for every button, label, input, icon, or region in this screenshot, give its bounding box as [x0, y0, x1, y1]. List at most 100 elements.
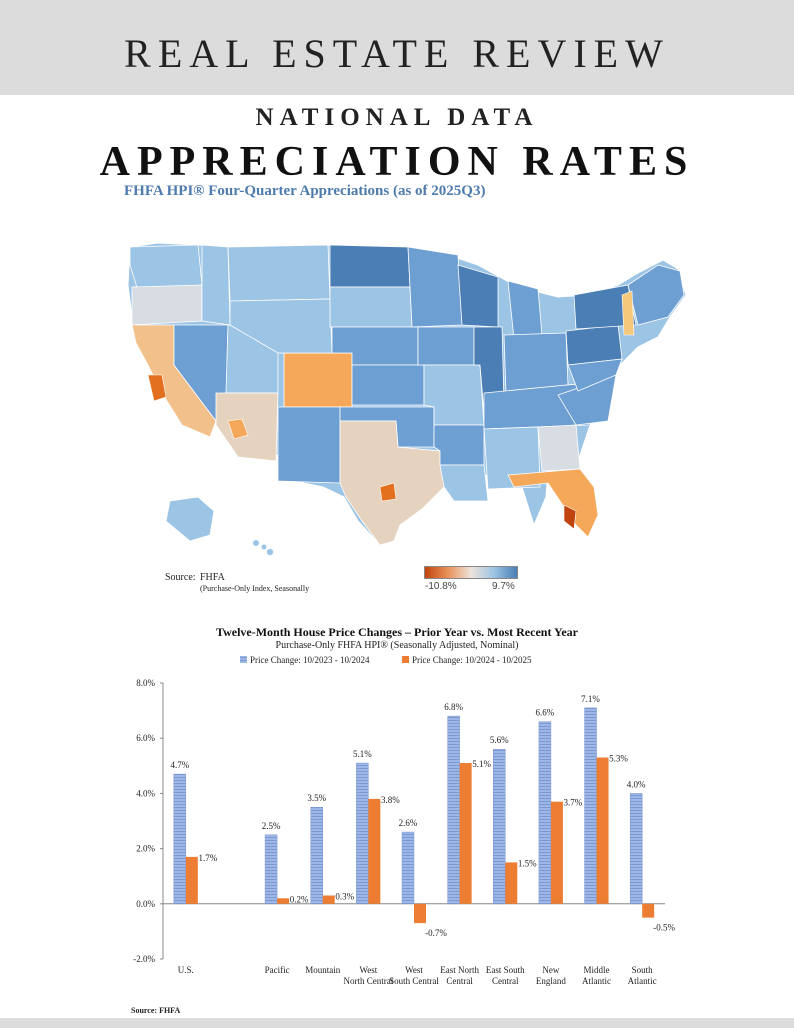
- arizona-region: [215, 392, 279, 462]
- data-label-0-7: 6.6%: [536, 708, 555, 718]
- chart-source: Source: FHFA: [131, 1006, 181, 1015]
- bar-1-1: [277, 898, 290, 904]
- map-title: FHFA HPI® Four-Quarter Appreciations (as…: [124, 183, 486, 199]
- data-label-1-1: 0.2%: [290, 894, 309, 904]
- hawaii-island-3: [266, 548, 274, 556]
- bar-0-3: [356, 762, 369, 905]
- data-label-1-8: 5.3%: [609, 754, 628, 764]
- data-label-1-7: 3.7%: [564, 798, 583, 808]
- new-york-region: [573, 284, 637, 330]
- data-label-0-0: 4.7%: [170, 760, 189, 770]
- data-label-1-6: 1.5%: [518, 858, 537, 868]
- page-header-title: REAL ESTATE REVIEW: [124, 31, 670, 76]
- bay-area-region: [147, 374, 167, 402]
- bar-0-8: [584, 707, 597, 905]
- idaho-region: [201, 244, 231, 326]
- map-color-scale: [424, 566, 518, 579]
- bar-0-6: [493, 748, 506, 905]
- category-label-5: East North Central: [440, 965, 479, 986]
- data-label-0-9: 4.0%: [627, 779, 646, 789]
- bar-0-7: [538, 721, 552, 905]
- chart-title: Twelve-Month House Price Changes – Prior…: [215, 625, 579, 639]
- map-scale-max-label: 9.7%: [492, 581, 515, 592]
- legend-swatch-1: [402, 656, 409, 663]
- bar-1-8: [596, 757, 609, 904]
- category-label-7: New England: [536, 965, 566, 986]
- data-label-1-4: -0.7%: [425, 928, 447, 938]
- data-label-0-1: 2.5%: [262, 821, 281, 831]
- y-tick-label-2: 2.0%: [136, 844, 155, 854]
- oregon-region: [131, 284, 203, 326]
- bar-0-5: [447, 715, 460, 905]
- data-label-0-3: 5.1%: [353, 749, 372, 759]
- north-dakota-region: [329, 244, 411, 288]
- bar-1-3: [368, 798, 381, 904]
- data-label-0-5: 6.8%: [444, 702, 463, 712]
- bar-0-9: [629, 793, 643, 905]
- section-kicker: NATIONAL DATA: [255, 104, 539, 131]
- louisiana-region: [439, 464, 489, 502]
- texas-region: [339, 420, 445, 546]
- bar-1-6: [505, 862, 518, 904]
- category-label-3: West North Central: [343, 965, 393, 986]
- category-label-9: South Atlantic: [628, 965, 657, 986]
- data-label-1-2: 0.3%: [335, 892, 354, 902]
- category-label-1: Pacific: [265, 965, 290, 975]
- hawaii-island-2: [261, 544, 267, 550]
- minnesota-region: [407, 246, 463, 328]
- map-source-note: (Purchase-Only Index, Seasonally: [200, 584, 310, 593]
- map-source-label: Source:: [165, 572, 196, 583]
- header-band: [0, 0, 794, 95]
- vermont-region: [621, 290, 635, 336]
- new-mexico-region: [277, 406, 341, 484]
- data-label-1-3: 3.8%: [381, 795, 400, 805]
- georgia-region: [537, 424, 581, 472]
- kansas-region: [351, 364, 425, 406]
- category-label-4: West South Central: [389, 965, 439, 986]
- data-label-0-2: 3.5%: [307, 793, 326, 803]
- data-label-1-5: 5.1%: [472, 759, 491, 769]
- pennsylvania-region: [565, 324, 623, 366]
- price-change-bar-chart: Price Change: 10/2023 - 10/2024 Price Cha…: [133, 655, 675, 986]
- chart-legend: Price Change: 10/2023 - 10/2024 Price Cha…: [240, 655, 532, 665]
- bar-0-0: [173, 773, 187, 905]
- legend-swatch-0: [240, 656, 247, 663]
- category-label-0: U.S.: [178, 965, 194, 975]
- hawaii-island-1: [253, 540, 259, 546]
- south-florida-region: [563, 504, 577, 530]
- category-label-8: Middle Atlantic: [582, 965, 611, 986]
- montana-region: [227, 244, 331, 302]
- austin-region: [379, 482, 397, 502]
- bar-1-0: [185, 856, 198, 904]
- data-label-0-4: 2.6%: [399, 818, 418, 828]
- bar-1-4: [414, 903, 426, 924]
- bar-0-2: [310, 806, 323, 905]
- legend-label-1: Price Change: 10/2024 - 10/2025: [412, 655, 532, 665]
- phoenix-region: [227, 418, 249, 440]
- bar-0-1: [264, 834, 278, 905]
- y-tick-label-5: 8.0%: [136, 678, 155, 688]
- category-label-2: Mountain: [305, 965, 340, 975]
- data-label-1-0: 1.7%: [198, 853, 217, 863]
- data-label-0-6: 5.6%: [490, 735, 509, 745]
- indiana-ohio-region: [503, 332, 569, 394]
- iowa-region: [417, 326, 475, 366]
- category-label-6: East South Central: [486, 965, 525, 986]
- alaska-region: [165, 496, 215, 542]
- y-tick-label-3: 4.0%: [136, 788, 155, 798]
- bar-1-5: [459, 763, 472, 904]
- bar-1-2: [322, 895, 335, 904]
- arkansas-region: [433, 424, 485, 466]
- south-dakota-region: [329, 286, 413, 328]
- virginia-region: [567, 358, 623, 392]
- michigan-region: [507, 280, 543, 340]
- bar-series: 4.7% 1.7% 2.5% 0.2% 3.5% 0.3% 5.1% 3.8% 2.6% -0.7…: [170, 694, 675, 938]
- bar-0-4: [401, 831, 415, 905]
- florida-region: [507, 468, 599, 538]
- page-title: APPRECIATION RATES: [99, 139, 695, 185]
- map-scale-min-label: -10.8%: [425, 581, 457, 592]
- legend-label-0: Price Change: 10/2023 - 10/2024: [250, 655, 370, 665]
- y-tick-label-4: 6.0%: [136, 733, 155, 743]
- data-label-0-8: 7.1%: [581, 694, 600, 704]
- y-tick-label-1: 0.0%: [136, 899, 155, 909]
